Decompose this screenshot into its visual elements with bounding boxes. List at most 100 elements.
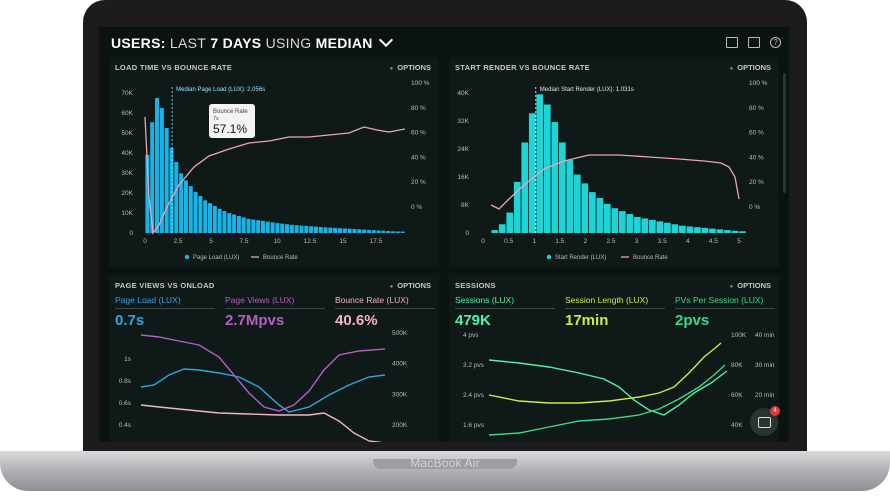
histogram-bar xyxy=(686,226,694,233)
x-axis-tick: 15 xyxy=(339,238,347,245)
kpi-label: Page Views (LUX) xyxy=(225,295,295,305)
metric-value: MEDIAN xyxy=(315,35,373,51)
x-axis-tick: 17.5 xyxy=(370,238,383,245)
y-axis-tick: 40K xyxy=(121,150,133,157)
kpi-value: 479K xyxy=(455,312,491,329)
y-axis-tick: 500K xyxy=(392,330,408,337)
users-label: USERS: xyxy=(111,35,166,51)
histogram-bar xyxy=(366,229,371,233)
options-button[interactable]: OPTIONS xyxy=(390,281,431,290)
x-axis-tick: 0.5 xyxy=(504,238,513,245)
y-axis-tick: 30 min xyxy=(755,362,775,369)
pvs-per-session-line xyxy=(488,364,726,436)
histogram-bar xyxy=(573,174,581,233)
kpi-label: Bounce Rate (LUX) xyxy=(335,295,409,305)
help-icon[interactable]: ? xyxy=(770,37,781,48)
y-axis-tick: 0.4s xyxy=(119,422,132,429)
histogram-bar xyxy=(376,230,381,233)
histogram-bar xyxy=(159,108,164,233)
legend-swatch xyxy=(184,254,190,260)
y-axis-tick: 100 % xyxy=(411,80,430,87)
y-axis-tick: 60K xyxy=(121,110,133,117)
tooltip-value: 57.1% xyxy=(213,122,247,136)
histogram-bar xyxy=(304,225,309,233)
legend-label: Page Load (LUX) xyxy=(193,255,239,261)
histogram-bar xyxy=(236,215,241,233)
histogram-bar xyxy=(150,122,155,233)
kpi-label: PVs Per Session (LUX) xyxy=(675,295,764,305)
histogram-bar xyxy=(619,211,626,233)
y-axis-tick: 4 pvs xyxy=(463,332,479,339)
x-axis-tick: 1 xyxy=(532,238,536,245)
median-label: Median Start Render (LUX): 1.031s xyxy=(540,87,634,93)
options-button[interactable]: OPTIONS xyxy=(390,63,431,72)
panel-title: PAGE VIEWS VS ONLOAD xyxy=(115,281,215,290)
y-axis-tick: 0 % xyxy=(749,204,760,211)
scrollbar[interactable] xyxy=(783,73,786,193)
histogram-bar xyxy=(155,98,160,233)
kpi-value: 0.7s xyxy=(115,312,145,329)
x-axis-tick: 1.5 xyxy=(555,238,564,245)
histogram-bar xyxy=(294,225,299,233)
kpi-value: 17min xyxy=(565,312,609,329)
histogram-bar xyxy=(694,227,701,233)
y-axis-tick: 30K xyxy=(121,170,133,177)
options-button[interactable]: OPTIONS xyxy=(730,281,771,290)
kpi-value: 40.6% xyxy=(335,312,378,329)
histogram-bar xyxy=(381,230,386,233)
x-axis-tick: 12.5 xyxy=(304,238,317,245)
histogram-bar xyxy=(207,203,213,233)
sessions-line xyxy=(488,359,728,416)
histogram-bar xyxy=(656,221,664,233)
histogram-bar xyxy=(709,228,716,233)
histogram-bar xyxy=(588,192,596,233)
image-icon[interactable] xyxy=(748,37,760,48)
histogram-bar xyxy=(164,127,169,233)
legend-swatch xyxy=(546,254,552,260)
y-axis-tick: 100 % xyxy=(749,80,768,87)
x-axis-tick: 10 xyxy=(273,238,281,245)
x-axis-tick: 5 xyxy=(209,238,213,245)
y-axis-tick: 60 % xyxy=(411,130,426,137)
panel-start-render: START RENDER VS BOUNCE RATE OPTIONS 40K 3… xyxy=(449,57,779,267)
histogram-bar xyxy=(285,224,290,233)
histogram-bar xyxy=(212,206,217,233)
bounce-rate-line xyxy=(144,116,406,235)
histogram-bar xyxy=(716,229,724,233)
histogram-bar xyxy=(270,222,275,233)
histogram-bar xyxy=(313,226,318,233)
histogram-bar xyxy=(275,223,280,233)
histogram-bar xyxy=(217,208,222,233)
session-length-line xyxy=(488,342,722,404)
x-axis-tick: 2.5 xyxy=(173,238,182,245)
histogram-bar xyxy=(299,225,304,233)
tooltip xyxy=(209,104,255,138)
histogram-bar xyxy=(528,113,536,233)
histogram-bar xyxy=(400,231,405,233)
histogram-bar xyxy=(265,221,270,233)
histogram-bar xyxy=(289,224,294,233)
y-axis-tick: 3.2 pvs xyxy=(463,362,485,369)
laptop-notch xyxy=(373,459,517,469)
histogram-bar xyxy=(626,214,634,233)
y-axis-tick: 20 % xyxy=(749,179,764,186)
panel-title: START RENDER VS BOUNCE RATE xyxy=(455,63,590,72)
page-views-chart: 1s 0.8s 0.6s 0.4s 500K 400K 300K 200K xyxy=(119,330,408,442)
histogram-bar xyxy=(395,231,400,233)
y-axis-tick: 0 xyxy=(129,230,133,237)
kpi-label: Sessions (LUX) xyxy=(455,295,515,305)
options-button[interactable]: OPTIONS xyxy=(730,63,771,72)
histogram-bar xyxy=(641,218,649,233)
x-axis-tick: 2.5 xyxy=(606,238,615,245)
histogram-bar xyxy=(251,219,256,233)
chevron-down-icon[interactable] xyxy=(378,32,393,48)
histogram-bar xyxy=(611,208,619,233)
monitor-icon[interactable] xyxy=(726,37,738,48)
divider xyxy=(115,308,215,309)
page-title[interactable]: USERS: LAST 7 DAYS USING MEDIAN xyxy=(111,32,393,51)
x-axis-tick: 5 xyxy=(737,238,741,245)
histogram-bar xyxy=(371,230,376,233)
y-axis-tick: 40K xyxy=(457,90,469,97)
histogram-bar xyxy=(724,230,731,233)
x-axis-tick: 0 xyxy=(143,238,147,245)
